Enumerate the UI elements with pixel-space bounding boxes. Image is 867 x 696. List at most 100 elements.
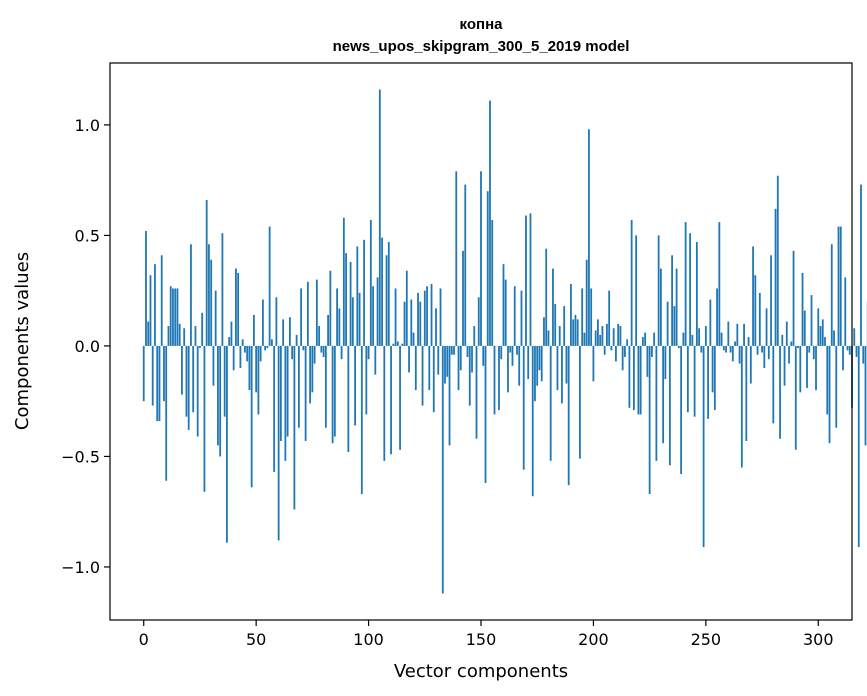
bar bbox=[668, 345, 671, 466]
bar bbox=[468, 345, 471, 406]
bar bbox=[223, 345, 226, 417]
bar bbox=[248, 345, 251, 391]
bar bbox=[185, 345, 188, 417]
bar bbox=[293, 345, 296, 510]
bar bbox=[534, 345, 536, 402]
bar bbox=[183, 328, 186, 346]
bar bbox=[154, 264, 156, 346]
bar bbox=[540, 345, 543, 382]
bar bbox=[480, 171, 482, 346]
bar bbox=[340, 345, 343, 360]
bar bbox=[509, 345, 512, 353]
bar bbox=[471, 345, 473, 373]
bar bbox=[621, 345, 624, 371]
bar bbox=[547, 330, 550, 346]
bar bbox=[797, 345, 799, 349]
bar bbox=[749, 345, 752, 384]
x-tick-label: 0 bbox=[139, 630, 149, 649]
bar bbox=[156, 345, 159, 422]
bar bbox=[862, 345, 865, 364]
bar bbox=[772, 345, 775, 424]
bar bbox=[504, 279, 507, 346]
bar bbox=[484, 345, 487, 483]
bar bbox=[277, 345, 280, 541]
bar bbox=[212, 345, 215, 386]
bar bbox=[187, 345, 190, 430]
bar bbox=[693, 345, 696, 417]
chart-title-line2: news_upos_skipgram_300_5_2019 model bbox=[333, 38, 630, 55]
bar bbox=[767, 345, 770, 360]
bar bbox=[455, 171, 458, 346]
bar bbox=[376, 277, 379, 346]
bar bbox=[306, 281, 309, 346]
bar bbox=[815, 345, 817, 391]
bar bbox=[810, 295, 813, 346]
bar bbox=[585, 259, 588, 346]
bar bbox=[145, 230, 147, 346]
bar bbox=[819, 326, 822, 346]
y-tick-label: 0.5 bbox=[75, 226, 100, 245]
y-axis-ticks: −1.0 −0.5 0.0 0.5 1.0 bbox=[61, 116, 110, 577]
bar bbox=[513, 286, 516, 346]
bar bbox=[282, 319, 285, 346]
bar bbox=[286, 345, 289, 437]
bar bbox=[333, 345, 336, 437]
bar bbox=[178, 323, 181, 346]
bar bbox=[677, 345, 680, 349]
bar bbox=[507, 345, 509, 393]
bar bbox=[594, 330, 597, 346]
bar bbox=[601, 326, 604, 346]
bar bbox=[794, 345, 797, 450]
bar bbox=[489, 100, 491, 346]
bar bbox=[853, 328, 856, 346]
bar bbox=[459, 345, 462, 371]
bar bbox=[441, 345, 444, 594]
bar bbox=[612, 328, 615, 346]
bar bbox=[228, 337, 231, 346]
bar bbox=[830, 244, 833, 346]
bar bbox=[633, 345, 635, 411]
y-tick-label: 1.0 bbox=[75, 116, 100, 135]
x-tick-label: 150 bbox=[466, 630, 497, 649]
bar bbox=[381, 237, 383, 346]
bar bbox=[770, 255, 772, 346]
bar bbox=[824, 337, 826, 346]
bar bbox=[378, 89, 381, 346]
bar bbox=[446, 345, 449, 377]
x-tick-label: 100 bbox=[353, 630, 384, 649]
bar bbox=[511, 345, 514, 366]
bar bbox=[619, 326, 622, 346]
bar bbox=[464, 184, 467, 346]
bar bbox=[821, 319, 824, 346]
bar bbox=[570, 284, 572, 346]
bar bbox=[174, 288, 177, 346]
bar bbox=[315, 279, 318, 346]
bar bbox=[412, 332, 415, 346]
bar bbox=[520, 290, 523, 346]
bar bbox=[430, 284, 433, 346]
bar bbox=[707, 345, 709, 419]
bar bbox=[518, 345, 521, 386]
bar bbox=[367, 345, 370, 360]
bar bbox=[435, 308, 437, 346]
bar bbox=[700, 345, 703, 353]
bar bbox=[713, 345, 716, 411]
bar bbox=[151, 345, 154, 406]
bar bbox=[250, 345, 253, 488]
bar bbox=[603, 345, 606, 355]
bar bbox=[630, 219, 633, 346]
bar bbox=[597, 319, 599, 346]
bar bbox=[806, 345, 808, 388]
bar bbox=[331, 345, 334, 444]
bar bbox=[192, 345, 195, 413]
bar bbox=[516, 345, 518, 355]
bar bbox=[727, 321, 730, 346]
bar bbox=[466, 345, 469, 357]
bar bbox=[423, 290, 426, 346]
bar bbox=[322, 345, 325, 357]
bar bbox=[363, 239, 365, 346]
bar bbox=[803, 310, 806, 346]
x-tick-label: 300 bbox=[803, 630, 834, 649]
bar bbox=[774, 208, 777, 346]
bar bbox=[675, 268, 678, 346]
